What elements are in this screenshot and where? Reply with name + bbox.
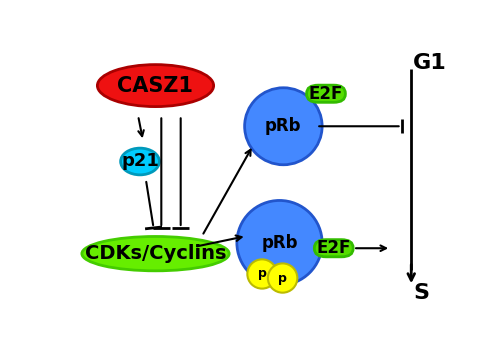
Text: p: p [258,268,266,281]
Text: E2F: E2F [316,239,351,257]
FancyBboxPatch shape [306,85,346,102]
Text: CDKs/Cyclins: CDKs/Cyclins [85,244,226,263]
Text: p: p [278,271,287,284]
Ellipse shape [120,148,160,175]
Ellipse shape [98,65,214,107]
Ellipse shape [82,237,229,271]
Text: pRb: pRb [261,234,298,252]
Text: S: S [413,283,429,303]
Text: pRb: pRb [265,117,302,135]
Ellipse shape [248,259,277,289]
Ellipse shape [268,263,298,293]
Ellipse shape [244,88,322,165]
Text: CASZ1: CASZ1 [118,76,194,96]
Ellipse shape [237,200,322,285]
Text: G1: G1 [413,53,447,73]
FancyBboxPatch shape [314,240,353,257]
Text: p21: p21 [121,152,159,170]
Text: E2F: E2F [309,85,343,103]
